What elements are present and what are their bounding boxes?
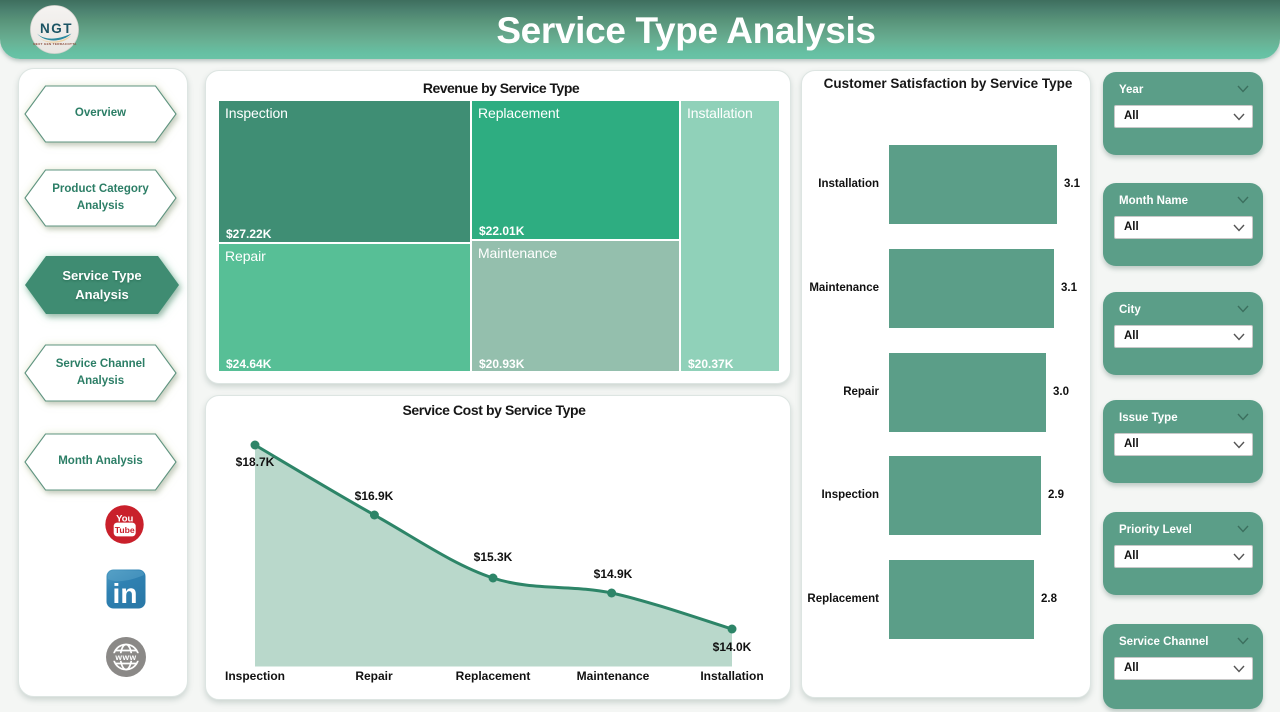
svg-text:You: You (116, 514, 133, 525)
svg-text:www: www (114, 652, 136, 662)
svg-text:NGT: NGT (40, 21, 73, 36)
svg-text:Tube: Tube (115, 525, 135, 535)
svg-text:NEXT GEN TERRACOTTA: NEXT GEN TERRACOTTA (33, 42, 77, 46)
svg-text:in: in (113, 578, 138, 609)
